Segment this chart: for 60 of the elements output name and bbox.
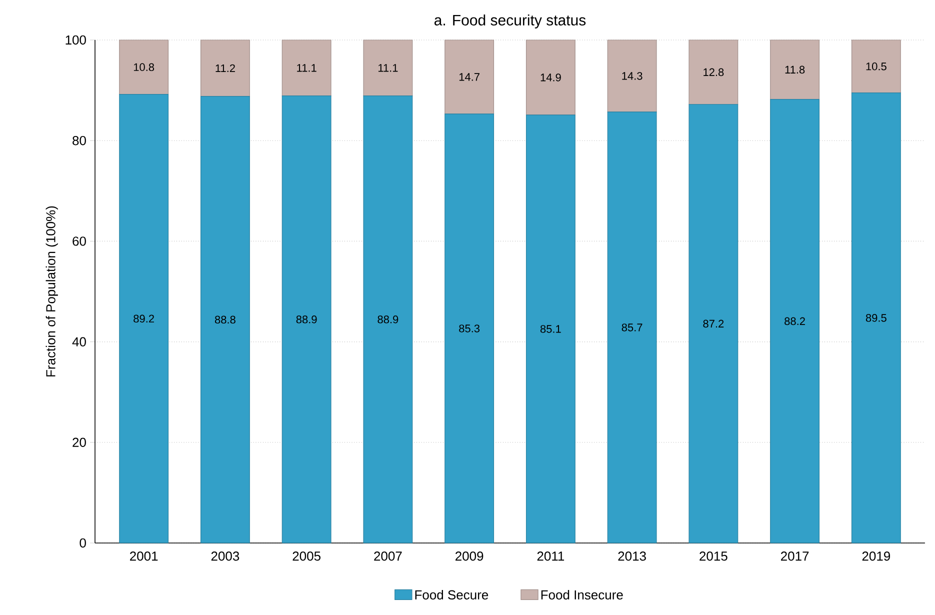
x-tick-label: 2007 <box>374 552 402 561</box>
y-tick-label: 20 <box>72 438 86 447</box>
bar <box>444 114 494 544</box>
bar <box>688 104 738 544</box>
data-label: 85.3 <box>459 324 480 332</box>
bar <box>770 40 820 100</box>
bar <box>607 40 657 112</box>
y-tick-label: 60 <box>72 236 86 246</box>
bar <box>444 40 494 114</box>
data-label: 87.2 <box>703 320 724 328</box>
x-tick-label: 2013 <box>618 552 646 561</box>
x-tick-label: 2005 <box>292 552 320 561</box>
data-label: 89.5 <box>866 314 886 322</box>
x-tick-label: 2009 <box>456 552 484 561</box>
bar <box>526 40 576 116</box>
data-label: 88.9 <box>296 316 317 324</box>
data-label: 14.3 <box>622 72 642 80</box>
data-label: 10.5 <box>866 62 886 70</box>
chart-title: a. Food security status <box>434 14 586 28</box>
x-tick-label: 2019 <box>862 552 890 561</box>
bar <box>363 96 413 544</box>
bar <box>851 92 901 544</box>
bar <box>526 114 576 544</box>
data-label: 88.8 <box>214 316 236 324</box>
data-label: 11.2 <box>216 64 235 72</box>
x-tick-label: 2001 <box>130 552 158 561</box>
bar <box>770 99 820 544</box>
y-axis-title: Fraction of Population (100%) <box>46 206 58 376</box>
bar <box>688 40 738 105</box>
y-tick-label: 40 <box>72 337 86 346</box>
data-label: 10.8 <box>134 63 154 72</box>
bar <box>200 96 250 544</box>
legend-label: Food Insecure <box>541 590 623 600</box>
bar <box>282 40 332 96</box>
bar <box>282 96 332 544</box>
data-label: 88.2 <box>784 317 805 326</box>
y-tick-label: 0 <box>80 538 86 548</box>
data-label: 88.9 <box>378 316 398 324</box>
bar <box>200 40 250 97</box>
legend-label: Food Secure <box>415 590 488 600</box>
data-label: 85.7 <box>622 324 642 332</box>
data-label: 89.2 <box>134 314 154 323</box>
x-tick-label: 2015 <box>700 552 728 561</box>
x-tick-label: 2003 <box>211 552 240 561</box>
data-label: 12.8 <box>704 68 724 76</box>
data-label: 14.9 <box>540 74 561 82</box>
data-label: 11.8 <box>785 66 805 74</box>
data-label: 85.1 <box>540 325 561 333</box>
bar <box>119 94 169 544</box>
bar <box>607 112 657 544</box>
x-tick-label: 2017 <box>781 552 809 561</box>
y-tick-label: 80 <box>72 136 86 146</box>
bar <box>119 40 169 95</box>
bar <box>363 40 413 96</box>
data-label: 11.1 <box>378 64 398 72</box>
y-tick-label: 100 <box>66 35 86 45</box>
data-label: 14.7 <box>459 73 480 81</box>
data-label: 11.1 <box>297 64 316 72</box>
x-tick-label: 2011 <box>537 552 564 561</box>
bar <box>851 40 901 94</box>
